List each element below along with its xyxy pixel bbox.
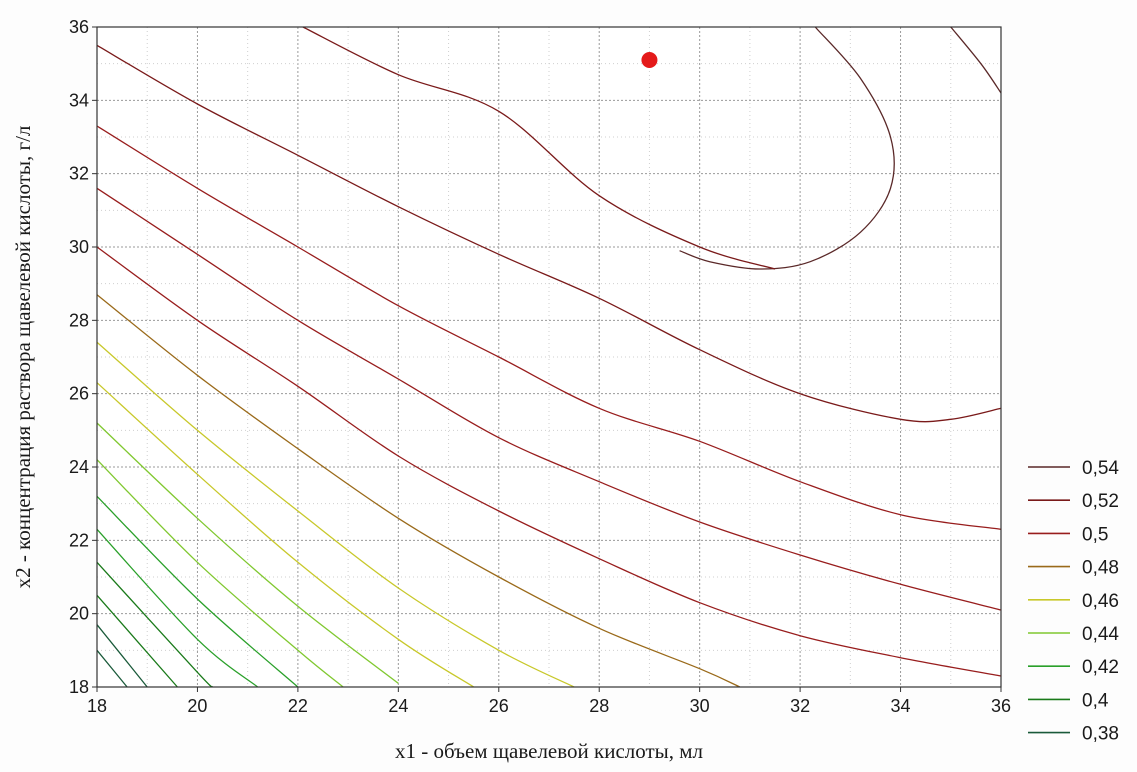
x-axis-ticks: 18 20 22 24 26 28 30 32 34 36: [87, 687, 1011, 716]
x-tick-label: 26: [489, 696, 509, 716]
x-tick-label: 22: [288, 696, 308, 716]
y-tick-label: 36: [69, 17, 89, 37]
legend-label: 0,4: [1082, 690, 1109, 711]
contour-line: [96, 624, 148, 688]
contour-line: [96, 649, 128, 688]
legend-label: 0,54: [1082, 458, 1119, 479]
y-tick-label: 18: [69, 677, 89, 697]
legend-item: 0,38: [1028, 724, 1119, 745]
x-tick-label: 24: [388, 696, 408, 716]
contour-line: [96, 125, 1002, 530]
x-axis-title: x1 - объем щавелевой кислоты, мл: [395, 739, 703, 763]
contour-line: [302, 26, 776, 270]
x-tick-label: 28: [589, 696, 609, 716]
contour-line: [950, 26, 1002, 94]
contour-line: [96, 187, 1002, 611]
y-tick-label: 26: [69, 384, 89, 404]
legend-item: 0,42: [1028, 657, 1119, 678]
contour-line: [96, 459, 344, 688]
legend-label: 0,46: [1082, 591, 1119, 612]
contour-line: [96, 44, 1002, 423]
legend-item: 0,5: [1028, 524, 1108, 545]
plot-frame: [96, 26, 1002, 688]
y-tick-label: 34: [69, 90, 89, 110]
contour-line: [96, 341, 575, 688]
legend-item: 0,48: [1028, 558, 1119, 579]
y-tick-label: 24: [69, 457, 89, 477]
legend-label: 0,5: [1082, 524, 1108, 545]
y-tick-label: 22: [69, 530, 89, 550]
y-axis-title: x2 - концентрация раствора щавелевой кис…: [11, 126, 35, 589]
optimum-markers: [641, 52, 658, 68]
legend-item: 0,52: [1028, 491, 1119, 512]
legend-label: 0,48: [1082, 558, 1119, 579]
legend-label: 0,44: [1082, 624, 1119, 645]
x-tick-label: 30: [690, 696, 710, 716]
y-tick-label: 20: [69, 604, 89, 624]
x-tick-label: 36: [991, 696, 1011, 716]
legend-item: 0,46: [1028, 591, 1119, 612]
optimum-point: [641, 52, 658, 68]
legend-label: 0,38: [1082, 724, 1119, 745]
legend-label: 0,42: [1082, 657, 1119, 678]
contour-line: [96, 382, 475, 688]
y-tick-label: 30: [69, 237, 89, 257]
x-tick-label: 34: [891, 696, 911, 716]
y-axis-ticks: 18 20 22 24 26 28 30 32 34 36: [69, 17, 97, 697]
y-tick-label: 32: [69, 164, 89, 184]
legend-item: 0,4: [1028, 690, 1109, 711]
contour-line: [96, 528, 259, 688]
contour-line: [96, 246, 1002, 677]
x-tick-label: 32: [790, 696, 810, 716]
contour-line: [96, 594, 178, 688]
contour-line: [96, 294, 741, 688]
legend-item: 0,44: [1028, 624, 1119, 645]
grid-lines: [97, 27, 1001, 687]
contour-line: [679, 26, 895, 270]
x-tick-label: 20: [187, 696, 207, 716]
x-tick-label: 18: [87, 696, 107, 716]
contour-line: [96, 422, 399, 684]
contour-line: [96, 495, 299, 688]
y-tick-label: 28: [69, 310, 89, 330]
legend-label: 0,52: [1082, 491, 1119, 512]
legend: 0,54 0,52 0,5 0,48 0,46 0,44 0,42 0,4 0,38: [1028, 458, 1119, 745]
legend-item: 0,54: [1028, 458, 1119, 479]
